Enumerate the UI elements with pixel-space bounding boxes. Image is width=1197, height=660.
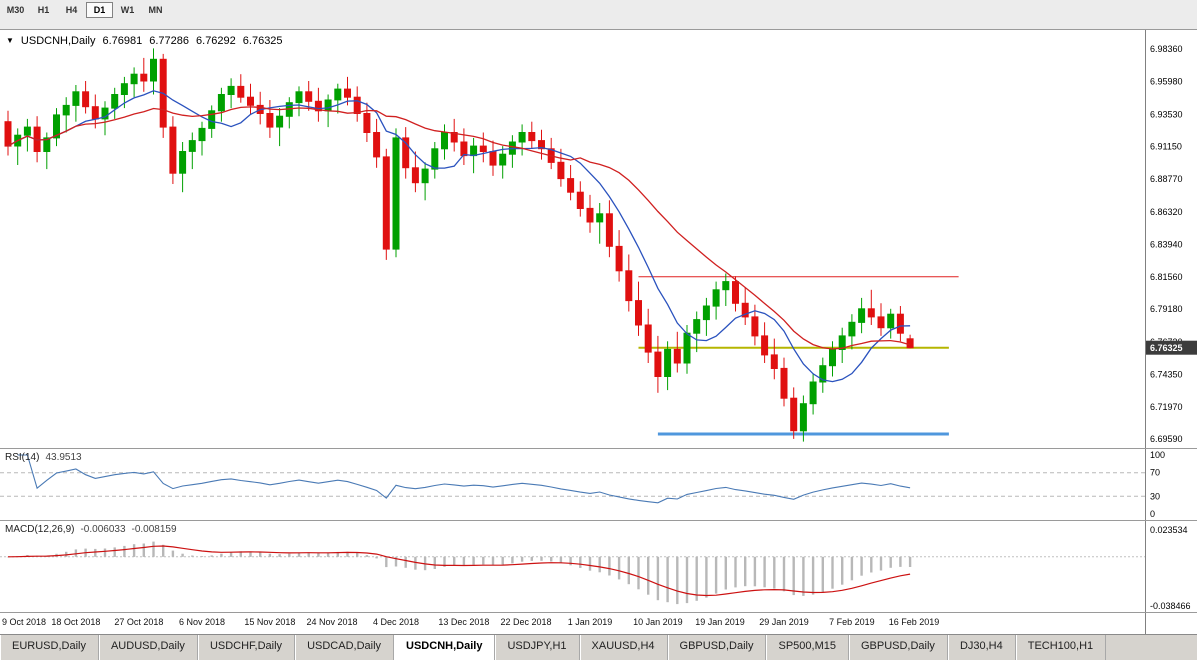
price-axis-label: 6.83940	[1150, 240, 1183, 250]
price-axis-label: 6.74350	[1150, 370, 1183, 380]
timeframe-toolbar: M30 H1 H4 D1 W1 MN	[0, 0, 1197, 30]
rsi-panel: 100 70 30 0 RSI(14) 43.9513	[0, 448, 1197, 520]
macd-panel: 0.023534 -0.038466 MACD(12,26,9) -0.00603…	[0, 520, 1197, 612]
macd-value-signal: -0.008159	[131, 524, 177, 535]
timeframe-button-h1[interactable]: H1	[30, 2, 57, 18]
chart-tab-tech100-h1[interactable]: TECH100,H1	[1016, 635, 1107, 660]
time-axis-label: 18 Oct 2018	[51, 617, 101, 627]
macd-axis-min: -0.038466	[1150, 601, 1191, 611]
time-axis-label: 29 Jan 2019	[759, 617, 809, 627]
time-axis-label: 9 Oct 2018	[2, 617, 47, 627]
price-axis-label: 6.86320	[1150, 207, 1183, 217]
chart-tab-audusd-daily[interactable]: AUDUSD,Daily	[99, 635, 198, 660]
chart-tab-usdjpy-h1[interactable]: USDJPY,H1	[495, 635, 580, 660]
chart-tab-usdcad-daily[interactable]: USDCAD,Daily	[295, 635, 395, 660]
price-axis-label: 6.91150	[1150, 142, 1182, 152]
chart-tab-gbpusd-daily[interactable]: GBPUSD,Daily	[849, 635, 948, 660]
macd-label: MACD(12,26,9)	[5, 524, 75, 535]
timeframe-button-mn[interactable]: MN	[142, 2, 169, 18]
macd-label-row: MACD(12,26,9) -0.006033 -0.008159	[5, 524, 177, 535]
chart-title: ▼ USDCNH,Daily 6.76981 6.77286 6.76292 6…	[6, 35, 283, 47]
price-axis-label: 6.88770	[1150, 174, 1183, 184]
timeframe-button-d1[interactable]: D1	[86, 2, 113, 18]
chart-tab-eurusd-daily[interactable]: EURUSD,Daily	[0, 635, 99, 660]
chart-symbol-label: USDCNH,Daily	[20, 35, 96, 47]
price-axis-label: 6.69590	[1150, 434, 1183, 444]
ohlc-close: 6.76325	[242, 35, 283, 47]
price-axis-label: 6.71970	[1150, 402, 1183, 412]
rsi-axis-label: 30	[1150, 491, 1160, 501]
rsi-axis-label: 70	[1150, 468, 1160, 478]
axis-separator-line	[1145, 613, 1146, 634]
time-axis-label: 15 Nov 2018	[244, 617, 296, 627]
time-axis-label: 27 Oct 2018	[114, 617, 164, 627]
time-axis-label: 19 Jan 2019	[695, 617, 745, 627]
timeframe-button-m30[interactable]: M30	[2, 2, 29, 18]
rsi-label: RSI(14)	[5, 452, 40, 463]
macd-axis-max: 0.023534	[1150, 525, 1188, 535]
time-axis-label: 7 Feb 2019	[829, 617, 875, 627]
price-axis-label: 6.93530	[1150, 110, 1183, 120]
time-axis-label: 6 Nov 2018	[178, 617, 226, 627]
rsi-axis-label: 0	[1150, 509, 1155, 519]
current-price-badge-text: 6.76325	[1150, 343, 1183, 353]
price-axis-label: 6.81560	[1150, 272, 1183, 282]
chart-tab-xauusd-h4[interactable]: XAUUSD,H4	[580, 635, 668, 660]
main-chart-panel: 6.98360 6.95980 6.93530 6.91150 6.88770 6.863…	[0, 30, 1197, 448]
rsi-chart[interactable]: 100 70 30 0	[0, 449, 1197, 520]
moving-average-8	[7, 90, 911, 383]
rsi-value: 43.9513	[45, 452, 82, 463]
chart-tabs-bar: EURUSD,Daily AUDUSD,Daily USDCHF,Daily USDC…	[0, 634, 1197, 660]
ohlc-open: 6.76981	[102, 35, 143, 47]
timeframe-button-w1[interactable]: W1	[114, 2, 141, 18]
time-axis-label: 1 Jan 2019	[567, 617, 613, 627]
rsi-label-row: RSI(14) 43.9513	[5, 452, 82, 463]
chart-tab-dj30-h4[interactable]: DJ30,H4	[948, 635, 1016, 660]
price-axis-label: 6.79180	[1150, 304, 1183, 314]
ohlc-high: 6.77286	[149, 35, 190, 47]
current-price-badge	[1146, 340, 1197, 355]
ohlc-low: 6.76292	[196, 35, 236, 47]
time-axis-label: 10 Jan 2019	[633, 617, 683, 627]
macd-signal-line	[7, 545, 911, 597]
time-axis-label: 16 Feb 2019	[888, 617, 940, 627]
rsi-line	[17, 454, 911, 504]
time-axis-label: 13 Dec 2018	[438, 617, 490, 627]
macd-chart[interactable]: 0.023534 -0.038466	[0, 521, 1197, 612]
price-axis: 6.98360 6.95980 6.93530 6.91150 6.88770 6.863…	[1150, 44, 1183, 444]
rsi-axis-label: 100	[1150, 450, 1165, 460]
time-axis-label: 4 Dec 2018	[372, 617, 420, 627]
timeframe-button-h4[interactable]: H4	[58, 2, 85, 18]
chart-tab-usdchf-daily[interactable]: USDCHF,Daily	[198, 635, 296, 660]
macd-histogram	[6, 541, 912, 605]
time-axis-label: 24 Nov 2018	[306, 617, 358, 627]
chart-tab-sp500-m15[interactable]: SP500,M15	[766, 635, 849, 660]
macd-value-main: -0.006033	[80, 524, 126, 535]
moving-average-20	[7, 106, 911, 350]
candles-group	[4, 48, 914, 442]
chart-tab-usdcnh-daily[interactable]: USDCNH,Daily	[394, 635, 496, 660]
chart-tab-gbpusd-daily[interactable]: GBPUSD,Daily	[668, 635, 767, 660]
time-axis[interactable]: 9 Oct 2018 18 Oct 2018 27 Oct 2018 6 Nov 20…	[0, 612, 1197, 634]
price-axis-label: 6.95980	[1150, 76, 1183, 86]
chart-dropdown-icon[interactable]: ▼	[6, 36, 14, 45]
time-axis-label: 22 Dec 2018	[500, 617, 552, 627]
candlestick-chart[interactable]: 6.98360 6.95980 6.93530 6.91150 6.88770 6.863…	[0, 30, 1197, 448]
price-axis-label: 6.98360	[1150, 44, 1183, 54]
